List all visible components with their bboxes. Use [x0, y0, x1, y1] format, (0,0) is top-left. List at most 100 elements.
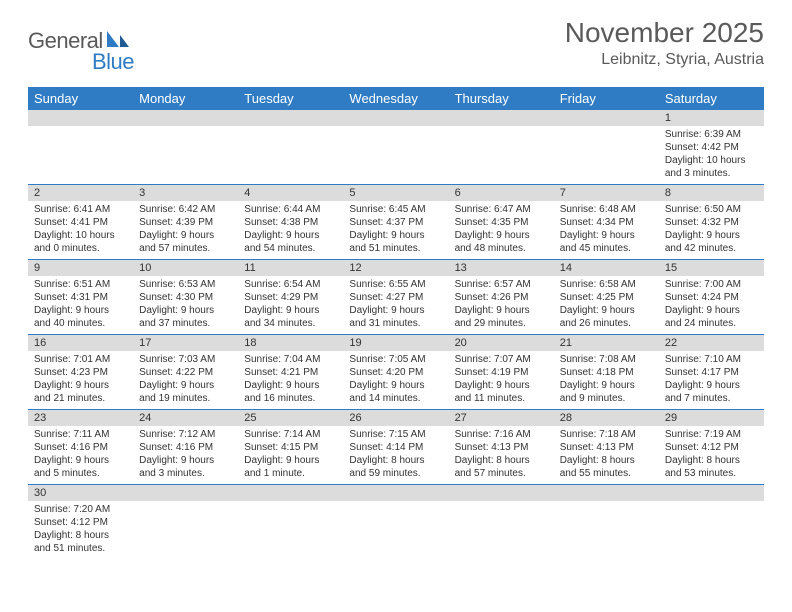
day-number: 15: [659, 260, 764, 276]
day-number: 30: [28, 485, 133, 501]
calendar-cell: [133, 110, 238, 185]
day-number: 20: [449, 335, 554, 351]
day-number: 29: [659, 410, 764, 426]
day-content: Sunrise: 6:57 AMSunset: 4:26 PMDaylight:…: [449, 276, 554, 334]
day-number: 25: [238, 410, 343, 426]
logo-text-blue: Blue: [92, 49, 134, 74]
day-content: Sunrise: 7:14 AMSunset: 4:15 PMDaylight:…: [238, 426, 343, 484]
day-number: 22: [659, 335, 764, 351]
calendar-row: 9Sunrise: 6:51 AMSunset: 4:31 PMDaylight…: [28, 259, 764, 334]
day-number: [28, 110, 133, 126]
page: General November 2025 Leibnitz, Styria, …: [0, 0, 792, 577]
day-number: 16: [28, 335, 133, 351]
day-number: 18: [238, 335, 343, 351]
day-content: Sunrise: 6:47 AMSunset: 4:35 PMDaylight:…: [449, 201, 554, 259]
calendar-cell: 11Sunrise: 6:54 AMSunset: 4:29 PMDayligh…: [238, 259, 343, 334]
day-content: Sunrise: 6:44 AMSunset: 4:38 PMDaylight:…: [238, 201, 343, 259]
calendar-cell: [343, 110, 448, 185]
day-number: [343, 110, 448, 126]
day-number: 14: [554, 260, 659, 276]
calendar-cell: 28Sunrise: 7:18 AMSunset: 4:13 PMDayligh…: [554, 409, 659, 484]
calendar-cell: [343, 484, 448, 559]
day-content: Sunrise: 7:04 AMSunset: 4:21 PMDaylight:…: [238, 351, 343, 409]
calendar-row: 2Sunrise: 6:41 AMSunset: 4:41 PMDaylight…: [28, 184, 764, 259]
day-number: [554, 110, 659, 126]
calendar-cell: 4Sunrise: 6:44 AMSunset: 4:38 PMDaylight…: [238, 184, 343, 259]
calendar-cell: 13Sunrise: 6:57 AMSunset: 4:26 PMDayligh…: [449, 259, 554, 334]
calendar-cell: [238, 484, 343, 559]
day-number: [238, 485, 343, 501]
day-number: 11: [238, 260, 343, 276]
day-number: 7: [554, 185, 659, 201]
day-number: 2: [28, 185, 133, 201]
day-number: 17: [133, 335, 238, 351]
day-number: 21: [554, 335, 659, 351]
day-number: 19: [343, 335, 448, 351]
calendar-cell: 9Sunrise: 6:51 AMSunset: 4:31 PMDaylight…: [28, 259, 133, 334]
day-number: 12: [343, 260, 448, 276]
day-number: 9: [28, 260, 133, 276]
weekday-monday: Monday: [133, 87, 238, 110]
calendar-cell: [554, 484, 659, 559]
day-content: Sunrise: 6:42 AMSunset: 4:39 PMDaylight:…: [133, 201, 238, 259]
day-content: Sunrise: 6:48 AMSunset: 4:34 PMDaylight:…: [554, 201, 659, 259]
weekday-sunday: Sunday: [28, 87, 133, 110]
calendar-cell: [133, 484, 238, 559]
calendar-cell: 29Sunrise: 7:19 AMSunset: 4:12 PMDayligh…: [659, 409, 764, 484]
day-number: [449, 110, 554, 126]
calendar-table: Sunday Monday Tuesday Wednesday Thursday…: [28, 87, 764, 559]
calendar-cell: [28, 110, 133, 185]
weekday-tuesday: Tuesday: [238, 87, 343, 110]
day-number: 24: [133, 410, 238, 426]
calendar-row: 16Sunrise: 7:01 AMSunset: 4:23 PMDayligh…: [28, 334, 764, 409]
day-number: 3: [133, 185, 238, 201]
day-number: [659, 485, 764, 501]
calendar-cell: 14Sunrise: 6:58 AMSunset: 4:25 PMDayligh…: [554, 259, 659, 334]
day-number: [343, 485, 448, 501]
weekday-friday: Friday: [554, 87, 659, 110]
day-number: 10: [133, 260, 238, 276]
calendar-cell: 3Sunrise: 6:42 AMSunset: 4:39 PMDaylight…: [133, 184, 238, 259]
day-content: Sunrise: 6:55 AMSunset: 4:27 PMDaylight:…: [343, 276, 448, 334]
day-number: 26: [343, 410, 448, 426]
calendar-cell: 12Sunrise: 6:55 AMSunset: 4:27 PMDayligh…: [343, 259, 448, 334]
weekday-thursday: Thursday: [449, 87, 554, 110]
calendar-cell: [449, 484, 554, 559]
day-number: [133, 485, 238, 501]
calendar-cell: 7Sunrise: 6:48 AMSunset: 4:34 PMDaylight…: [554, 184, 659, 259]
day-number: [238, 110, 343, 126]
calendar-cell: 25Sunrise: 7:14 AMSunset: 4:15 PMDayligh…: [238, 409, 343, 484]
weekday-wednesday: Wednesday: [343, 87, 448, 110]
day-number: [133, 110, 238, 126]
day-number: 5: [343, 185, 448, 201]
day-content: Sunrise: 6:54 AMSunset: 4:29 PMDaylight:…: [238, 276, 343, 334]
calendar-cell: 2Sunrise: 6:41 AMSunset: 4:41 PMDaylight…: [28, 184, 133, 259]
weekday-saturday: Saturday: [659, 87, 764, 110]
day-content: Sunrise: 6:58 AMSunset: 4:25 PMDaylight:…: [554, 276, 659, 334]
calendar-cell: 17Sunrise: 7:03 AMSunset: 4:22 PMDayligh…: [133, 334, 238, 409]
day-number: 27: [449, 410, 554, 426]
day-content: Sunrise: 7:03 AMSunset: 4:22 PMDaylight:…: [133, 351, 238, 409]
day-content: Sunrise: 6:51 AMSunset: 4:31 PMDaylight:…: [28, 276, 133, 334]
day-number: [554, 485, 659, 501]
calendar-cell: 27Sunrise: 7:16 AMSunset: 4:13 PMDayligh…: [449, 409, 554, 484]
day-number: 8: [659, 185, 764, 201]
calendar-row: 1Sunrise: 6:39 AMSunset: 4:42 PMDaylight…: [28, 110, 764, 185]
calendar-cell: 20Sunrise: 7:07 AMSunset: 4:19 PMDayligh…: [449, 334, 554, 409]
calendar-row: 30Sunrise: 7:20 AMSunset: 4:12 PMDayligh…: [28, 484, 764, 559]
day-number: 13: [449, 260, 554, 276]
calendar-cell: 5Sunrise: 6:45 AMSunset: 4:37 PMDaylight…: [343, 184, 448, 259]
calendar-cell: [449, 110, 554, 185]
day-content: Sunrise: 6:53 AMSunset: 4:30 PMDaylight:…: [133, 276, 238, 334]
calendar-cell: [659, 484, 764, 559]
page-title: November 2025: [565, 18, 764, 49]
day-content: Sunrise: 7:05 AMSunset: 4:20 PMDaylight:…: [343, 351, 448, 409]
calendar-row: 23Sunrise: 7:11 AMSunset: 4:16 PMDayligh…: [28, 409, 764, 484]
day-content: Sunrise: 7:15 AMSunset: 4:14 PMDaylight:…: [343, 426, 448, 484]
calendar-cell: 16Sunrise: 7:01 AMSunset: 4:23 PMDayligh…: [28, 334, 133, 409]
day-number: 6: [449, 185, 554, 201]
calendar-cell: 1Sunrise: 6:39 AMSunset: 4:42 PMDaylight…: [659, 110, 764, 185]
day-content: Sunrise: 6:45 AMSunset: 4:37 PMDaylight:…: [343, 201, 448, 259]
calendar-cell: 21Sunrise: 7:08 AMSunset: 4:18 PMDayligh…: [554, 334, 659, 409]
day-content: Sunrise: 6:50 AMSunset: 4:32 PMDaylight:…: [659, 201, 764, 259]
